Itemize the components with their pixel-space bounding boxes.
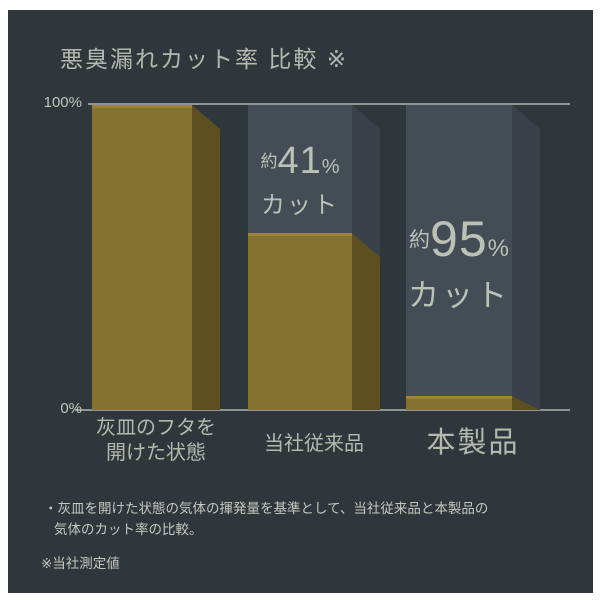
bar3-cut-prefix: 約	[409, 229, 431, 252]
bar3-backdrop-side	[512, 105, 540, 410]
ytick-0: 0%	[60, 400, 82, 417]
footnote: ・灰皿を開けた状態の気体の揮発量を基準として、当社従来品と本製品の 気体のカット…	[44, 498, 488, 540]
footnote-line2: 気体のカット率の比較。	[54, 522, 203, 537]
bar3-cut-value-line: 約95%	[400, 210, 518, 268]
bar3-backdrop-front	[406, 105, 512, 410]
gridline-100pct	[88, 103, 570, 105]
bar2-cut-percent-sign: %	[321, 156, 340, 178]
ytick-100: 100%	[43, 94, 82, 111]
bar3-cut-suffix: カット	[408, 278, 510, 313]
category-label-conventional: 当社従来品	[264, 433, 364, 455]
category-label-open-ashtray-line1: 灰皿のフタを	[96, 417, 216, 439]
category-label-open-ashtray-line2: 開けた状態	[106, 442, 206, 464]
gridline-0pct	[75, 409, 570, 411]
bar1-gold-front	[92, 105, 192, 410]
bar2-cut-prefix: 約	[260, 152, 278, 171]
bar3-cut-value: 95	[430, 211, 488, 267]
chart-panel: 悪臭漏れカット率 比較 ※ 100% 0% 約41% カット 約95%	[8, 10, 593, 593]
bar3-cut-annotation: 約95% カット	[400, 210, 518, 315]
category-label-open-ashtray: 灰皿のフタを 開けた状態	[84, 416, 228, 466]
category-label-this-product: 本製品	[426, 427, 520, 459]
bar2-cut-annotation: 約41% カット	[244, 140, 356, 220]
bar3-cut-percent-sign: %	[487, 235, 509, 262]
bar2-cut-value-line: 約41%	[244, 140, 356, 183]
bar1-gold-side	[192, 105, 220, 410]
measurement-note: ※当社測定値	[41, 556, 120, 571]
bar2-cut-suffix: カット	[261, 192, 339, 219]
chart-title: 悪臭漏れカット率 比較 ※	[60, 46, 349, 72]
bar2-gold-side	[352, 233, 380, 410]
bar2-gold-front	[248, 233, 352, 410]
footnote-line1: ・灰皿を開けた状態の気体の揮発量を基準として、当社従来品と本製品の	[44, 501, 489, 516]
bar3-gold-front	[406, 396, 512, 410]
bar2-cut-value: 41	[277, 140, 322, 182]
